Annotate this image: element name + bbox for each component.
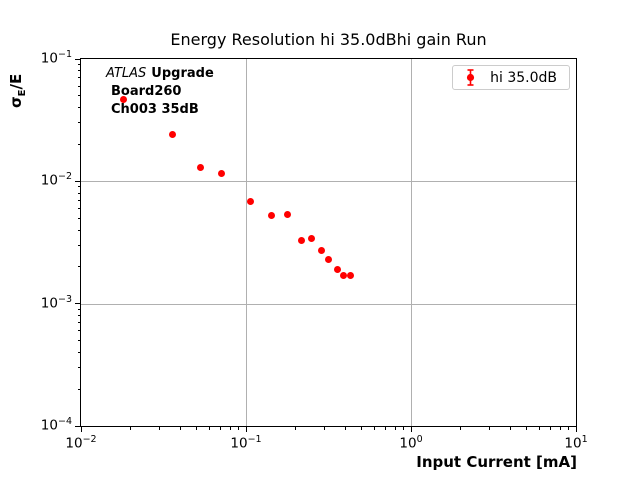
plot-area: ATLAS Upgrade Board260 Ch003 35dB hi 35.0… xyxy=(75,58,577,432)
x-tick-label: 100 xyxy=(399,434,423,452)
x-axis-tick xyxy=(373,426,375,430)
y-axis-tick xyxy=(77,315,81,317)
data-point xyxy=(267,211,275,219)
y-axis-tick xyxy=(77,229,81,231)
y-axis-tick xyxy=(77,199,81,201)
x-tick-label: 101 xyxy=(564,434,588,452)
data-point xyxy=(333,266,341,274)
errorbar-marker-icon xyxy=(465,68,476,87)
annotation-line1: ATLAS Upgrade xyxy=(106,65,214,83)
x-axis-tick xyxy=(324,426,326,430)
data-point xyxy=(197,164,204,172)
y-axis-tick xyxy=(77,107,81,109)
y-axis-tick xyxy=(77,266,81,268)
annotation-upgrade: Upgrade xyxy=(151,66,214,81)
x-axis-tick xyxy=(549,426,551,430)
y-axis-tick xyxy=(77,330,81,332)
x-axis-tick xyxy=(229,426,231,430)
ylabel-subscript: E xyxy=(17,89,28,97)
y-axis-tick xyxy=(77,192,81,194)
y-axis-tick xyxy=(77,322,81,324)
x-axis-tick xyxy=(179,426,181,430)
y-tick-label: 10−2 xyxy=(40,171,72,189)
x-axis-tick xyxy=(509,426,511,430)
y-axis-tick xyxy=(77,85,81,87)
annotation-channel: Ch003 35dB xyxy=(111,102,199,117)
grid-line-horizontal xyxy=(81,181,576,183)
data-point xyxy=(307,235,315,243)
y-tick-label: 10−3 xyxy=(40,293,72,312)
y-axis-tick xyxy=(75,425,81,427)
x-axis-tick xyxy=(208,426,210,430)
grid-line-horizontal xyxy=(81,303,576,305)
data-point xyxy=(119,95,127,103)
data-point xyxy=(283,210,291,218)
x-axis-tick xyxy=(575,426,577,432)
x-tick-label: 10−2 xyxy=(65,434,97,452)
annotation: ATLAS Upgrade Board260 Ch003 35dB xyxy=(106,65,214,119)
data-point xyxy=(340,272,348,280)
y-axis-tick xyxy=(77,217,81,219)
x-axis-tick xyxy=(567,426,569,430)
annotation-board: Board260 xyxy=(111,84,182,99)
x-axis-tick xyxy=(525,426,527,430)
x-axis-tick xyxy=(245,426,247,432)
y-axis-tick xyxy=(75,180,81,182)
chart-title: Energy Resolution hi 35.0dBhi gain Run xyxy=(170,30,487,49)
x-axis-tick xyxy=(402,426,404,430)
legend: hi 35.0dB xyxy=(452,65,570,90)
y-tick-label: 10−1 xyxy=(40,49,72,67)
x-axis-tick xyxy=(295,426,297,430)
y-axis-tick xyxy=(77,339,81,341)
x-axis-tick xyxy=(538,426,540,430)
y-axis-tick xyxy=(77,122,81,124)
y-tick-label: 10−4 xyxy=(40,416,72,434)
y-axis-tick xyxy=(77,308,81,310)
x-axis-tick xyxy=(384,426,386,430)
ylabel-rest: /E xyxy=(7,73,25,90)
x-axis-tick xyxy=(489,426,491,430)
y-axis-tick xyxy=(77,64,81,66)
data-point xyxy=(297,236,305,244)
y-axis-tick xyxy=(77,95,81,97)
data-point xyxy=(347,271,355,279)
y-axis-tick xyxy=(77,70,81,72)
x-axis-tick xyxy=(460,426,462,430)
data-point xyxy=(325,255,333,263)
x-axis-label: Input Current [mA] xyxy=(416,453,577,471)
data-point xyxy=(169,130,177,138)
y-axis-tick xyxy=(77,351,81,353)
y-axis-tick xyxy=(77,144,81,145)
legend-label: hi 35.0dB xyxy=(490,69,557,86)
x-tick-label: 10−1 xyxy=(230,434,262,452)
x-axis-tick xyxy=(219,426,221,430)
data-point xyxy=(317,247,325,255)
y-axis-label: σE/E xyxy=(7,74,28,108)
x-axis-tick xyxy=(394,426,396,430)
x-axis-tick xyxy=(344,426,346,430)
y-axis-tick xyxy=(77,367,81,369)
y-axis-tick xyxy=(77,77,81,79)
x-axis-tick xyxy=(410,426,412,432)
ylabel-sigma: σ xyxy=(7,96,25,108)
annotation-atlas: ATLAS xyxy=(106,66,147,81)
x-axis-tick xyxy=(237,426,239,430)
x-axis-tick xyxy=(80,426,82,432)
y-axis-tick xyxy=(75,58,81,60)
x-axis-tick xyxy=(559,426,561,430)
y-axis-tick xyxy=(77,186,81,188)
grid-line-vertical xyxy=(246,59,247,426)
data-point xyxy=(217,169,225,177)
y-axis-tick xyxy=(75,303,81,305)
x-axis-tick xyxy=(159,426,161,430)
y-axis-tick xyxy=(77,244,81,246)
x-axis-tick xyxy=(360,426,362,430)
grid-line-vertical xyxy=(411,59,412,426)
y-axis-tick xyxy=(77,207,81,209)
x-axis-tick xyxy=(130,426,132,430)
y-axis-tick xyxy=(77,388,81,390)
x-axis-tick xyxy=(195,426,197,430)
data-point xyxy=(247,198,255,206)
